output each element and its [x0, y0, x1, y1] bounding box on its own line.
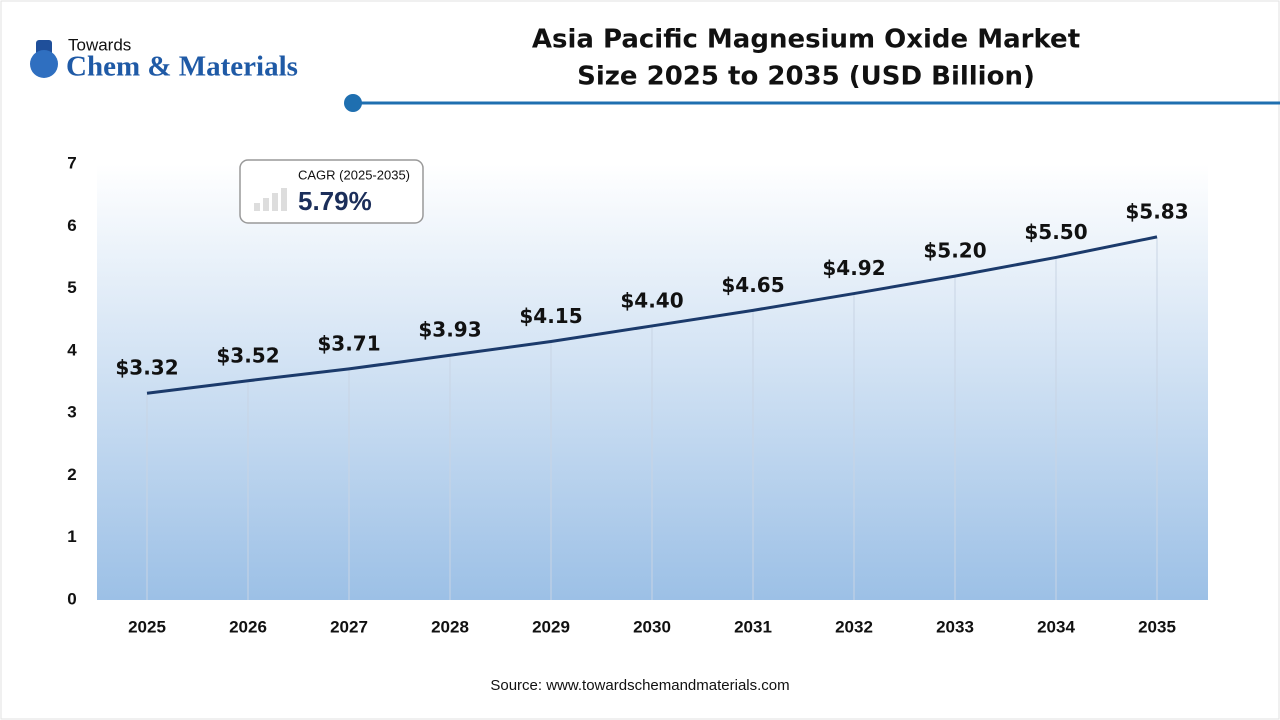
y-tick-label: 3 — [67, 403, 76, 422]
source: Source: www.towardschemandmaterials.com — [490, 677, 789, 694]
value-label: $4.92 — [822, 256, 885, 280]
value-label: $4.40 — [620, 288, 683, 312]
x-tick-label: 2032 — [835, 617, 873, 636]
logo-icon — [30, 50, 58, 78]
y-tick-label: 6 — [67, 216, 76, 235]
value-label: $3.52 — [216, 343, 279, 367]
header-dot — [344, 94, 362, 112]
value-label: $5.83 — [1125, 199, 1188, 223]
x-tick-label: 2028 — [431, 617, 469, 636]
cagr-value: 5.79% — [298, 186, 372, 216]
x-tick-label: 2035 — [1138, 617, 1176, 636]
value-label: $5.50 — [1024, 220, 1087, 244]
y-tick-label: 2 — [67, 465, 76, 484]
logo-top: Towards — [68, 35, 131, 54]
cagr-box: CAGR (2025-2035) 5.79% — [239, 159, 424, 224]
data-line — [146, 235, 1158, 395]
x-tick-label: 2031 — [734, 617, 772, 636]
logo[interactable]: Towards Chem & Materials — [30, 35, 298, 83]
y-tick-label: 5 — [67, 278, 76, 297]
logo-bottom: Chem & Materials — [66, 51, 298, 83]
value-label: $5.20 — [923, 239, 986, 263]
x-tick-label: 2027 — [330, 617, 368, 636]
y-tick-label: 0 — [67, 589, 76, 608]
y-tick-label: 7 — [67, 153, 76, 172]
value-label: $3.71 — [317, 331, 380, 355]
value-label: $4.65 — [721, 273, 784, 297]
cagr-label: CAGR (2025-2035) — [298, 167, 410, 182]
value-label: $3.32 — [115, 356, 178, 380]
chart-title: Asia Pacific Magnesium Oxide Market — [532, 25, 1080, 55]
cagr-icon — [254, 188, 287, 211]
y-tick-label: 4 — [67, 340, 77, 359]
chart-title: Size 2025 to 2035 (USD Billion) — [577, 62, 1035, 92]
x-tick-label: 2029 — [532, 617, 570, 636]
value-label: $3.93 — [418, 318, 481, 342]
x-tick-label: 2025 — [128, 617, 166, 636]
value-label: $4.15 — [519, 304, 582, 328]
x-tick-label: 2030 — [633, 617, 671, 636]
x-tick-label: 2033 — [936, 617, 974, 636]
x-tick-label: 2034 — [1037, 617, 1075, 636]
x-tick-label: 2026 — [229, 617, 267, 636]
y-tick-label: 1 — [67, 527, 76, 546]
